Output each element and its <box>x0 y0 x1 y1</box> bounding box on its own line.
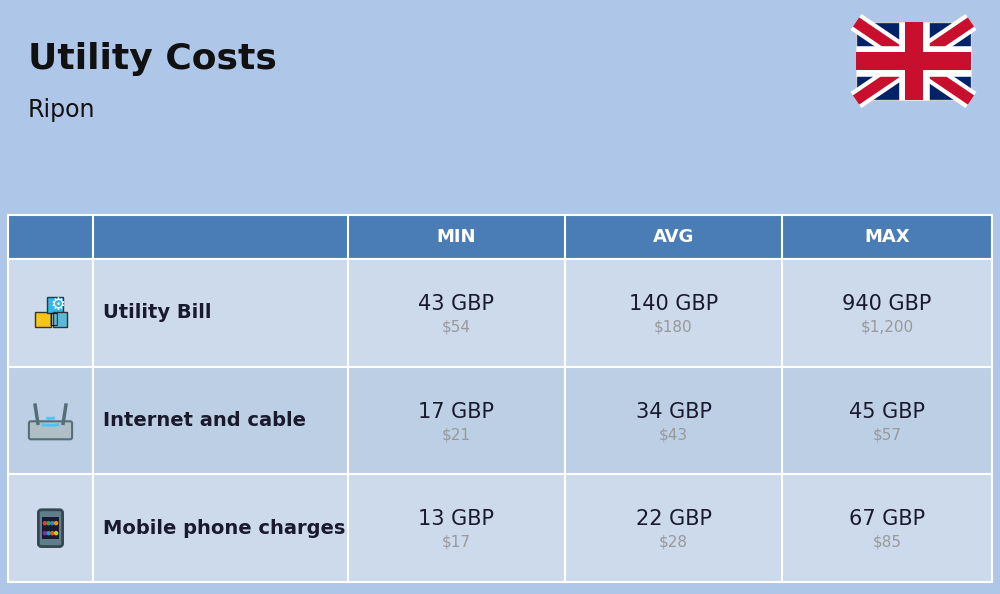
Text: $180: $180 <box>654 320 693 334</box>
FancyBboxPatch shape <box>8 366 992 475</box>
Circle shape <box>55 532 58 535</box>
Text: MIN: MIN <box>437 228 476 246</box>
Circle shape <box>51 522 54 525</box>
FancyBboxPatch shape <box>856 22 971 100</box>
Text: Mobile phone charges: Mobile phone charges <box>103 519 345 538</box>
Text: AVG: AVG <box>653 228 694 246</box>
Text: MAX: MAX <box>864 228 910 246</box>
Circle shape <box>47 522 50 525</box>
FancyBboxPatch shape <box>53 312 67 327</box>
Text: $1,200: $1,200 <box>860 320 914 334</box>
Text: $43: $43 <box>659 427 688 442</box>
Text: Internet and cable: Internet and cable <box>103 411 306 430</box>
Text: $54: $54 <box>442 320 471 334</box>
Text: 45 GBP: 45 GBP <box>849 402 925 422</box>
Text: 940 GBP: 940 GBP <box>842 294 932 314</box>
Text: Ripon: Ripon <box>28 98 96 122</box>
Circle shape <box>51 532 54 535</box>
Circle shape <box>55 522 58 525</box>
Text: 140 GBP: 140 GBP <box>629 294 718 314</box>
Text: 22 GBP: 22 GBP <box>636 509 712 529</box>
Text: 🔌: 🔌 <box>49 312 58 327</box>
FancyBboxPatch shape <box>8 259 992 366</box>
Text: 43 GBP: 43 GBP <box>418 294 494 314</box>
Text: 13 GBP: 13 GBP <box>418 509 494 529</box>
Circle shape <box>47 532 50 535</box>
FancyBboxPatch shape <box>35 312 51 327</box>
FancyBboxPatch shape <box>8 475 992 582</box>
Text: 67 GBP: 67 GBP <box>849 509 925 529</box>
Text: Utility Costs: Utility Costs <box>28 42 277 76</box>
Text: $57: $57 <box>872 427 902 442</box>
Text: $21: $21 <box>442 427 471 442</box>
Circle shape <box>43 532 46 535</box>
FancyBboxPatch shape <box>29 421 72 440</box>
Text: $85: $85 <box>872 535 902 549</box>
Text: 17 GBP: 17 GBP <box>418 402 494 422</box>
Text: 34 GBP: 34 GBP <box>636 402 712 422</box>
FancyBboxPatch shape <box>38 510 63 546</box>
Text: $28: $28 <box>659 535 688 549</box>
Text: ⚙: ⚙ <box>50 296 65 314</box>
Circle shape <box>43 522 46 525</box>
FancyBboxPatch shape <box>47 297 63 312</box>
Text: Utility Bill: Utility Bill <box>103 304 212 323</box>
Text: $17: $17 <box>442 535 471 549</box>
FancyBboxPatch shape <box>42 517 59 539</box>
FancyBboxPatch shape <box>8 215 992 259</box>
